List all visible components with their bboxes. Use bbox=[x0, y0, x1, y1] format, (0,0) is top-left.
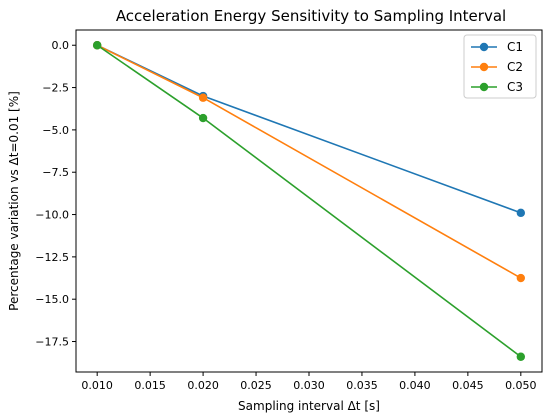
legend-label-c1: C1 bbox=[507, 40, 523, 54]
data-point-c3 bbox=[198, 113, 208, 123]
legend-marker-c2 bbox=[479, 62, 489, 72]
chart-title: Acceleration Energy Sensitivity to Sampl… bbox=[116, 7, 506, 25]
data-point-c3 bbox=[92, 41, 102, 50]
legend-marker-c1 bbox=[479, 42, 489, 52]
y-tick-label: −2.5 bbox=[42, 82, 69, 95]
legend-box bbox=[463, 34, 537, 99]
data-point-c1 bbox=[516, 208, 526, 218]
data-point-c2 bbox=[516, 273, 526, 283]
data-point-c3 bbox=[516, 352, 526, 361]
y-tick-label: −12.5 bbox=[35, 251, 69, 264]
x-tick-label: 0.020 bbox=[187, 379, 219, 392]
x-tick-label: 0.025 bbox=[240, 379, 272, 392]
x-axis-ticks: 0.010 0.015 0.020 0.025 0.030 0.035 0.040 0.045… bbox=[81, 372, 537, 392]
x-axis-label: Sampling interval Δt [s] bbox=[238, 399, 380, 413]
y-axis-ticks: 0.0 −2.5 −5.0 −7.5 −10.0 −12.5 −15.0 −17.5 bbox=[35, 39, 76, 349]
series-layer bbox=[92, 41, 526, 361]
y-tick-label: −10.0 bbox=[35, 209, 69, 222]
x-tick-label: 0.035 bbox=[346, 379, 378, 392]
x-tick-label: 0.040 bbox=[399, 379, 431, 392]
data-point-c2 bbox=[198, 93, 208, 102]
x-tick-label: 0.050 bbox=[505, 379, 537, 392]
y-tick-label: −5.0 bbox=[42, 124, 69, 137]
y-tick-label: 0.0 bbox=[52, 39, 70, 52]
legend-label-c3: C3 bbox=[507, 80, 523, 94]
y-tick-label: −15.0 bbox=[35, 293, 69, 306]
x-tick-label: 0.030 bbox=[293, 379, 325, 392]
legend-marker-c3 bbox=[479, 82, 489, 92]
legend: C1 C2 C3 bbox=[463, 34, 537, 99]
x-tick-label: 0.045 bbox=[452, 379, 484, 392]
legend-label-c2: C2 bbox=[507, 60, 523, 74]
y-axis-label: Percentage variation vs Δt=0.01 [%] bbox=[7, 91, 21, 311]
x-tick-label: 0.010 bbox=[81, 379, 113, 392]
y-tick-label: −7.5 bbox=[42, 166, 69, 179]
x-tick-label: 0.015 bbox=[134, 379, 166, 392]
y-tick-label: −17.5 bbox=[35, 336, 69, 349]
